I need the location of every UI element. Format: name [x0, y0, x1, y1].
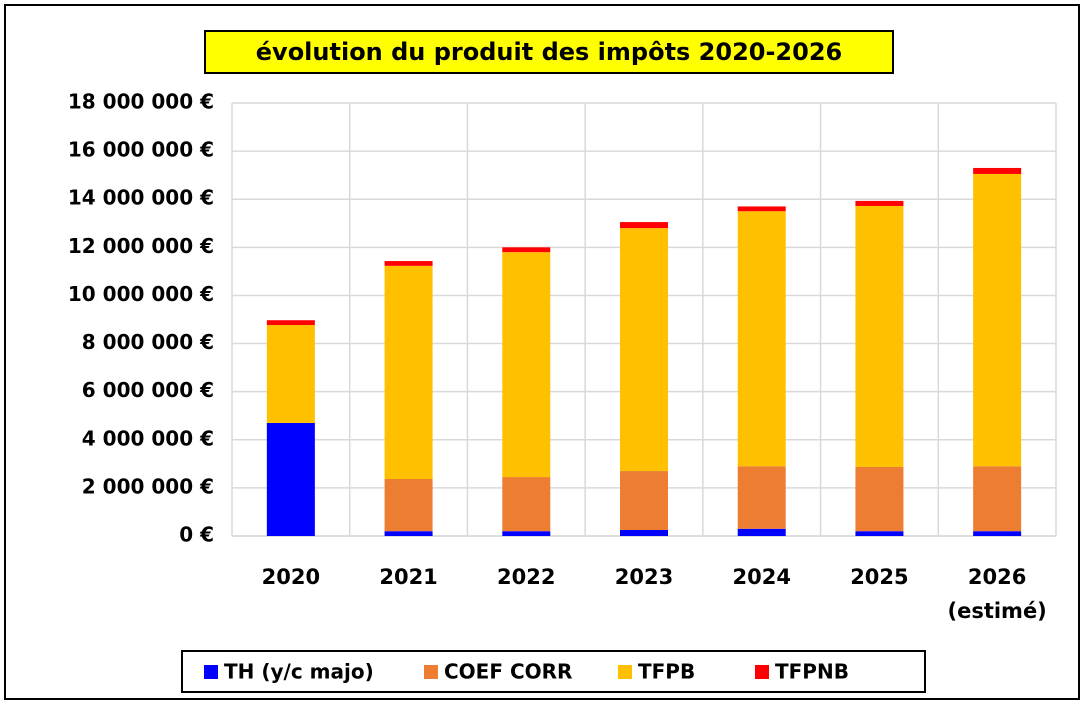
y-tick-label: 6 000 000 €	[82, 378, 214, 402]
bar-segment	[502, 247, 551, 253]
legend-label: TFPB	[638, 660, 695, 684]
bar-segment	[502, 531, 551, 536]
legend-swatch	[618, 665, 632, 679]
bar-segment	[266, 320, 315, 326]
x-tick-label: 2022	[497, 565, 555, 589]
bar-segment	[973, 173, 1022, 467]
legend-label: TFPNB	[775, 660, 849, 684]
bar-segment	[620, 529, 668, 536]
y-tick-label: 8 000 000 €	[82, 330, 214, 354]
legend-swatch	[755, 665, 769, 679]
x-tick-label: 2020	[262, 565, 320, 589]
bar-segment	[384, 265, 433, 479]
bar-segment	[737, 211, 786, 467]
legend-swatch	[424, 665, 438, 679]
title-box	[204, 30, 894, 74]
bar-segment	[737, 528, 786, 536]
bar-segment	[855, 531, 904, 536]
y-tick-label: 16 000 000 €	[68, 138, 214, 162]
x-tick-label: 2024	[732, 565, 790, 589]
legend-label: TH (y/c majo)	[224, 660, 374, 684]
bar-segment	[737, 466, 786, 529]
bar-segment	[855, 466, 904, 532]
bar-segment	[502, 252, 551, 478]
bar-segment	[973, 466, 1022, 532]
legend-swatch	[204, 665, 218, 679]
y-tick-label: 12 000 000 €	[68, 234, 214, 258]
y-tick-label: 0 €	[179, 523, 214, 547]
x-tick-label: 2026 (estimé)	[947, 565, 1046, 623]
x-tick-label: 2023	[615, 565, 673, 589]
bar-segment	[620, 228, 668, 472]
chart-title: évolution du produit des impôts 2020-202…	[256, 38, 842, 66]
bar-segment	[384, 531, 433, 536]
x-tick-label: 2021	[379, 565, 437, 589]
y-tick-label: 10 000 000 €	[68, 282, 214, 306]
y-tick-label: 14 000 000 €	[68, 186, 214, 210]
bar-segment	[266, 422, 315, 536]
bar-segment	[266, 325, 315, 423]
bar-segment	[620, 222, 668, 229]
bar-segment	[973, 531, 1022, 536]
bar-segment	[855, 200, 904, 206]
legend-box	[181, 650, 926, 693]
bar-segment	[620, 471, 668, 530]
bar-segment	[855, 205, 904, 467]
y-tick-label: 2 000 000 €	[82, 474, 214, 498]
bar-segment	[384, 261, 433, 266]
bar-segment	[502, 477, 551, 532]
x-tick-label: 2025	[850, 565, 908, 589]
bar-segment	[973, 167, 1022, 174]
bar-segment	[384, 478, 433, 532]
y-tick-label: 4 000 000 €	[82, 426, 214, 450]
bar-segment	[737, 206, 786, 212]
legend-label: COEF CORR	[444, 660, 572, 684]
y-tick-label: 18 000 000 €	[68, 90, 214, 114]
